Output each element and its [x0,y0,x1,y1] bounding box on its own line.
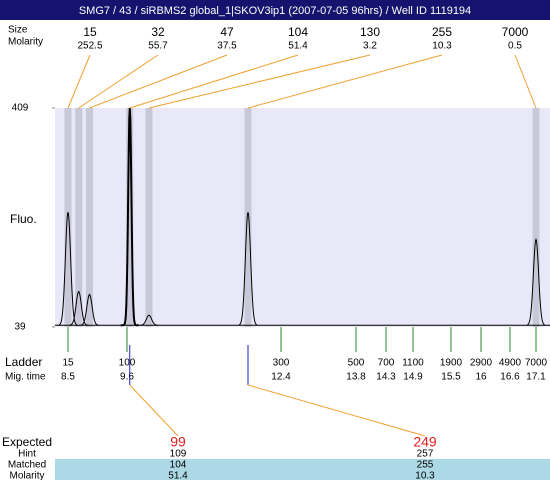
peak-molarity: 37.5 [217,41,237,52]
match-connector [247,384,426,437]
ladder-label: Ladder [5,355,42,369]
peak-size: 15 [83,25,97,39]
matched-band [55,459,550,480]
ladder-time: 15.5 [441,372,461,383]
plot-area [55,108,550,327]
trace-peak [140,314,158,326]
peak-connector [148,54,371,109]
expected-value: 99 [170,434,186,450]
peak-size: 255 [432,25,452,39]
ladder-time: 9.6 [120,372,134,383]
matched-value: 104 [170,460,187,471]
peak-molarity: 0.5 [508,41,522,52]
peak-band [64,108,72,327]
ladder-size: 500 [348,358,365,369]
ladder-size: 7000 [525,358,548,369]
peak-band [532,108,540,327]
exp-molarity-label: Molarity [9,471,44,480]
hint-value: 109 [170,449,187,460]
ladder-size: 2900 [470,358,493,369]
title-bar [0,0,550,20]
peak-molarity: 55.7 [148,41,168,52]
ladder-time: 13.8 [346,372,366,383]
match-connector [129,384,179,437]
peak-band [145,108,153,327]
peak-connector [67,54,91,109]
peak-connector [89,54,228,109]
peak-band [126,108,134,327]
hint-label: Hint [18,449,36,460]
peak-molarity: 252.5 [77,41,102,52]
ladder-time: 14.3 [376,372,396,383]
peak-size: 32 [151,25,165,39]
peak-connector [129,54,299,109]
peak-molarity: 3.2 [363,41,377,52]
y-tick-label: 39 [14,322,26,333]
trace-peak [526,237,546,326]
ladder-time: 16.6 [500,372,520,383]
peak-size: 7000 [502,25,529,39]
molarity-label: Molarity [8,37,43,48]
peak-size: 47 [220,25,234,39]
trace-peak [238,212,258,326]
peak-connector [247,54,443,109]
ladder-time: 17.1 [526,372,546,383]
peak-molarity: 51.4 [288,41,308,52]
peak-connector [514,54,537,109]
ladder-size: 300 [273,358,290,369]
peak-size: 130 [360,25,380,39]
ladder-time: 12.4 [271,372,291,383]
y-tick-label: 409 [12,103,29,114]
expected-value: 249 [413,434,437,450]
ladder-time: 16 [475,372,487,383]
matched-value: 255 [417,460,434,471]
peak-molarity: 10.3 [432,41,452,52]
ladder-size: 4900 [499,358,522,369]
peak-band [244,108,252,327]
peak-band [75,108,83,327]
molarity-value: 51.4 [168,471,188,480]
hint-value: 257 [417,449,434,460]
ladder-size: 1100 [402,358,424,369]
trace-peak [69,290,88,326]
ladder-size: 700 [378,358,395,369]
peak-size: 104 [288,25,308,39]
ladder-time: 14.9 [403,372,423,383]
peak-connector [78,54,159,109]
title: SMG7 / 43 / siRBMS2 global_1|SKOV3ip1 (2… [79,5,471,17]
ladder-size: 15 [62,358,74,369]
trace-peak [80,293,99,326]
ladder-time: 8.5 [61,372,75,383]
matched-label: Matched [8,460,46,471]
y-label: Fluo. [10,212,37,226]
expected-label: Expected [2,435,52,449]
ladder-size: 1900 [440,358,463,369]
peak-band [85,108,93,327]
ladder-size: 100 [119,358,136,369]
size-label: Size [8,25,28,36]
mig-time-label: Mig. time [5,372,46,383]
molarity-value: 10.3 [415,471,435,480]
